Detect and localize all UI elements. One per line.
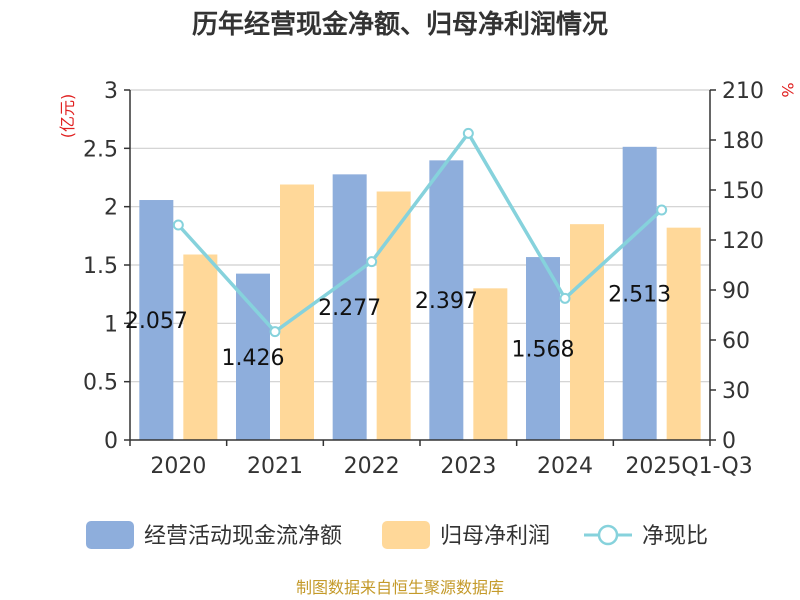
right-axis-tick-label: 90 <box>722 279 750 304</box>
ratio-line <box>172 127 668 338</box>
right-axis-tick-label: 120 <box>722 229 764 254</box>
x-axis-tick-label: 2020 <box>150 454 206 479</box>
data-label: 1.568 <box>512 338 575 363</box>
bar-cashflow <box>429 160 464 440</box>
bar-cashflow <box>236 273 270 440</box>
bars <box>139 146 701 441</box>
legend-marker-ratio <box>597 524 619 546</box>
legend-label-cashflow: 经营活动现金流净额 <box>144 524 342 549</box>
ratio-point <box>559 292 571 304</box>
bar-profit <box>280 184 314 440</box>
data-label: 2.397 <box>415 289 478 314</box>
bar-cashflow <box>526 257 560 440</box>
right-axis-tick-label: 150 <box>722 179 764 204</box>
ratio-series-line <box>177 130 663 335</box>
legend: 经营活动现金流净额 归母净利润 净现比 <box>86 521 708 549</box>
ratio-point <box>172 219 184 231</box>
gridlines <box>130 89 710 383</box>
ratio-point <box>462 127 474 139</box>
x-axis-tick-label: 2021 <box>247 454 303 479</box>
source-note: 制图数据来自恒生聚源数据库 <box>296 578 504 597</box>
right-axis-tick-label: 0 <box>722 429 736 454</box>
legend-swatch-cashflow <box>86 521 134 549</box>
legend-swatch-profit <box>382 521 430 549</box>
legend-label-ratio: 净现比 <box>642 524 708 549</box>
legend-label-profit: 归母净利润 <box>440 524 550 549</box>
right-axis-tick-label: 210 <box>722 79 764 104</box>
bar-cashflow <box>332 174 367 440</box>
bar-profit <box>376 191 411 440</box>
bar-profit <box>183 254 218 440</box>
bar-profit <box>570 224 604 440</box>
left-axis-tick-label: 1.5 <box>83 254 118 279</box>
bar-cashflow <box>622 146 657 441</box>
x-axis-tick-label: 2022 <box>344 454 400 479</box>
x-axis-tick-label: 2024 <box>537 454 593 479</box>
right-axis-tick-label: 60 <box>722 329 750 354</box>
bar-profit <box>473 288 508 440</box>
data-label: 2.513 <box>608 282 671 307</box>
right-axis-unit: % <box>778 82 797 97</box>
ratio-point <box>656 204 668 216</box>
chart-title: 历年经营现金净额、归母净利润情况 <box>192 9 608 40</box>
x-axis-tick-label: 2023 <box>440 454 496 479</box>
data-label: 1.426 <box>222 346 285 371</box>
left-axis-tick-label: 0.5 <box>83 371 118 396</box>
left-axis-tick-label: 0 <box>104 429 118 454</box>
right-axis-tick-label: 180 <box>722 129 764 154</box>
left-axis-tick-label: 2 <box>104 196 118 221</box>
left-axis-tick-label: 3 <box>104 79 118 104</box>
bar-profit <box>666 227 701 440</box>
left-axis-unit: (亿元) <box>58 94 77 139</box>
data-labels: 2.057 1.426 2.277 2.397 1.568 2.513 <box>125 282 671 370</box>
right-axis-tick-label: 30 <box>722 379 750 404</box>
bar-cashflow <box>139 200 174 440</box>
left-axis-tick-label: 1 <box>104 312 118 337</box>
left-axis-tick-label: 2.5 <box>83 137 118 162</box>
x-axis-tick-label: 2025Q1-Q3 <box>625 454 752 479</box>
ratio-point <box>269 326 281 338</box>
ratio-point <box>366 256 378 268</box>
data-label: 2.057 <box>125 309 188 334</box>
data-label: 2.277 <box>318 296 381 321</box>
